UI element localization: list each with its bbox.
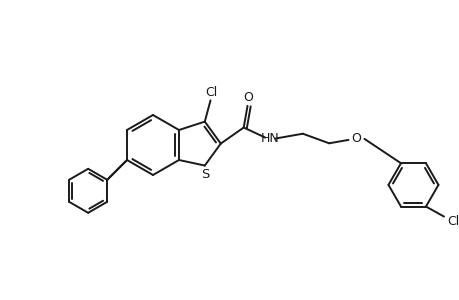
Text: HN: HN xyxy=(260,132,279,145)
Text: O: O xyxy=(243,92,253,104)
Text: Cl: Cl xyxy=(446,215,458,228)
Text: S: S xyxy=(201,168,210,181)
Text: Cl: Cl xyxy=(205,86,217,99)
Text: O: O xyxy=(351,132,361,146)
